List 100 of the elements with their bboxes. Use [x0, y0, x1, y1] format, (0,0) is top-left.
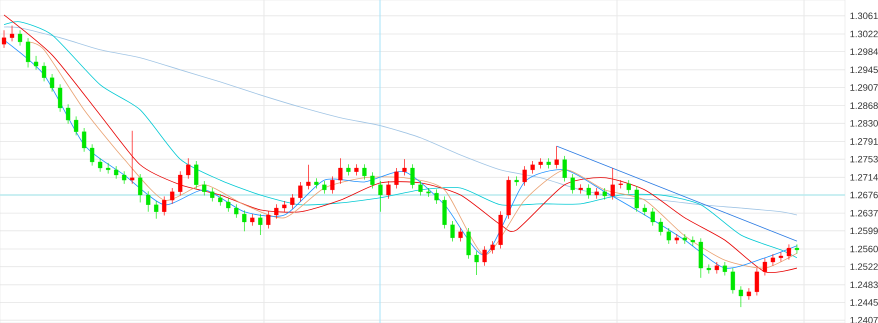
candlestick	[434, 189, 439, 204]
y-tick-label: 1.2791	[850, 138, 878, 145]
candlestick	[218, 194, 222, 206]
candlestick	[594, 188, 599, 200]
candlestick	[354, 164, 359, 176]
candlestick	[74, 116, 78, 136]
candlestick	[178, 170, 182, 196]
candlestick	[258, 214, 262, 236]
candlestick	[82, 128, 86, 152]
candlestick	[298, 182, 303, 202]
candlestick	[34, 56, 38, 70]
candlestick	[170, 188, 174, 204]
candlestick	[202, 180, 206, 196]
y-tick-label: 1.2984	[850, 48, 878, 55]
y-tick-label: 1.2868	[850, 102, 878, 109]
candlestick	[738, 286, 744, 308]
candlestick	[642, 204, 647, 216]
candlestick	[586, 184, 591, 200]
y-tick-label: 1.2830	[850, 120, 878, 127]
candlestick	[18, 30, 22, 46]
candlestick	[762, 258, 768, 276]
y-tick-label: 1.3061	[850, 12, 878, 20]
candlestick	[450, 220, 455, 242]
candlestick	[26, 38, 30, 68]
candlestick	[674, 234, 679, 244]
candlestick	[754, 268, 760, 296]
candlestick	[42, 62, 46, 82]
candlestick	[346, 164, 351, 176]
candlestick	[274, 204, 278, 220]
y-tick-label: 1.2753	[850, 156, 878, 162]
candlestick	[282, 200, 286, 212]
candlestick	[714, 262, 719, 274]
candlestick	[706, 264, 711, 274]
candlestick	[554, 146, 559, 169]
candlestick	[730, 268, 736, 294]
candlestick	[402, 158, 407, 176]
candlestick	[626, 180, 631, 194]
candlestick	[10, 25, 14, 42]
candlestick	[514, 176, 519, 186]
candlestick	[314, 178, 319, 189]
candlestick	[146, 190, 150, 212]
candlestick	[2, 30, 6, 48]
candlestick	[306, 164, 311, 190]
candlestick	[122, 170, 126, 184]
candlestick	[194, 160, 198, 189]
y-tick-label: 1.2599	[850, 228, 878, 234]
candlestick	[106, 162, 110, 174]
candlestick	[418, 180, 423, 196]
candlestick	[370, 172, 375, 189]
candlestick	[658, 218, 663, 236]
candlestick	[666, 228, 671, 244]
candlestick	[522, 166, 527, 186]
candlestick	[650, 208, 655, 226]
y-tick-label: 1.3022	[850, 30, 878, 38]
y-tick-label: 1.2483	[850, 282, 878, 288]
candlestick	[242, 210, 246, 232]
line-series	[4, 26, 798, 216]
candlestick	[786, 244, 792, 260]
candlestick	[322, 180, 327, 194]
candlestick	[130, 130, 134, 184]
y-tick-label: 1.2676	[850, 192, 878, 198]
candlestick	[114, 166, 118, 180]
candlestick	[330, 176, 335, 194]
candlestick	[66, 104, 70, 124]
candlestick	[378, 180, 383, 212]
candlestick	[466, 228, 471, 260]
candlestick	[290, 194, 294, 209]
candlestick	[386, 180, 391, 200]
candlestick	[338, 158, 343, 184]
candlestick	[58, 84, 62, 112]
candlestick	[746, 288, 752, 300]
candlestick	[394, 168, 399, 189]
candlestick	[562, 156, 567, 182]
candlestick	[778, 252, 784, 262]
candlestick	[98, 158, 102, 172]
candlestick	[546, 158, 551, 169]
candlestick	[682, 234, 687, 244]
candlestick	[162, 196, 166, 216]
candlestick	[426, 188, 431, 198]
candlestick	[50, 74, 54, 92]
y-tick-label: 1.2637	[850, 210, 878, 216]
candlestick	[154, 200, 158, 220]
candlestick	[722, 262, 727, 276]
candlestick	[210, 188, 214, 202]
candlestick	[458, 228, 463, 242]
y-tick-label: 1.2714	[850, 174, 878, 181]
y-tick-label: 1.2560	[850, 246, 878, 252]
candlestick	[362, 164, 367, 180]
candlestick	[690, 236, 695, 246]
candlestick	[530, 160, 535, 174]
candlestick	[138, 174, 142, 203]
candlestick	[490, 240, 495, 254]
candlestick	[266, 210, 270, 229]
y-tick-label: 1.2945	[850, 66, 878, 74]
y-tick-label: 1.2522	[850, 263, 878, 270]
candlestick	[602, 188, 607, 200]
candlestick	[570, 174, 575, 194]
candlestick	[482, 246, 487, 266]
y-tick-label: 1.2907	[850, 84, 878, 91]
candlestick	[578, 184, 583, 194]
